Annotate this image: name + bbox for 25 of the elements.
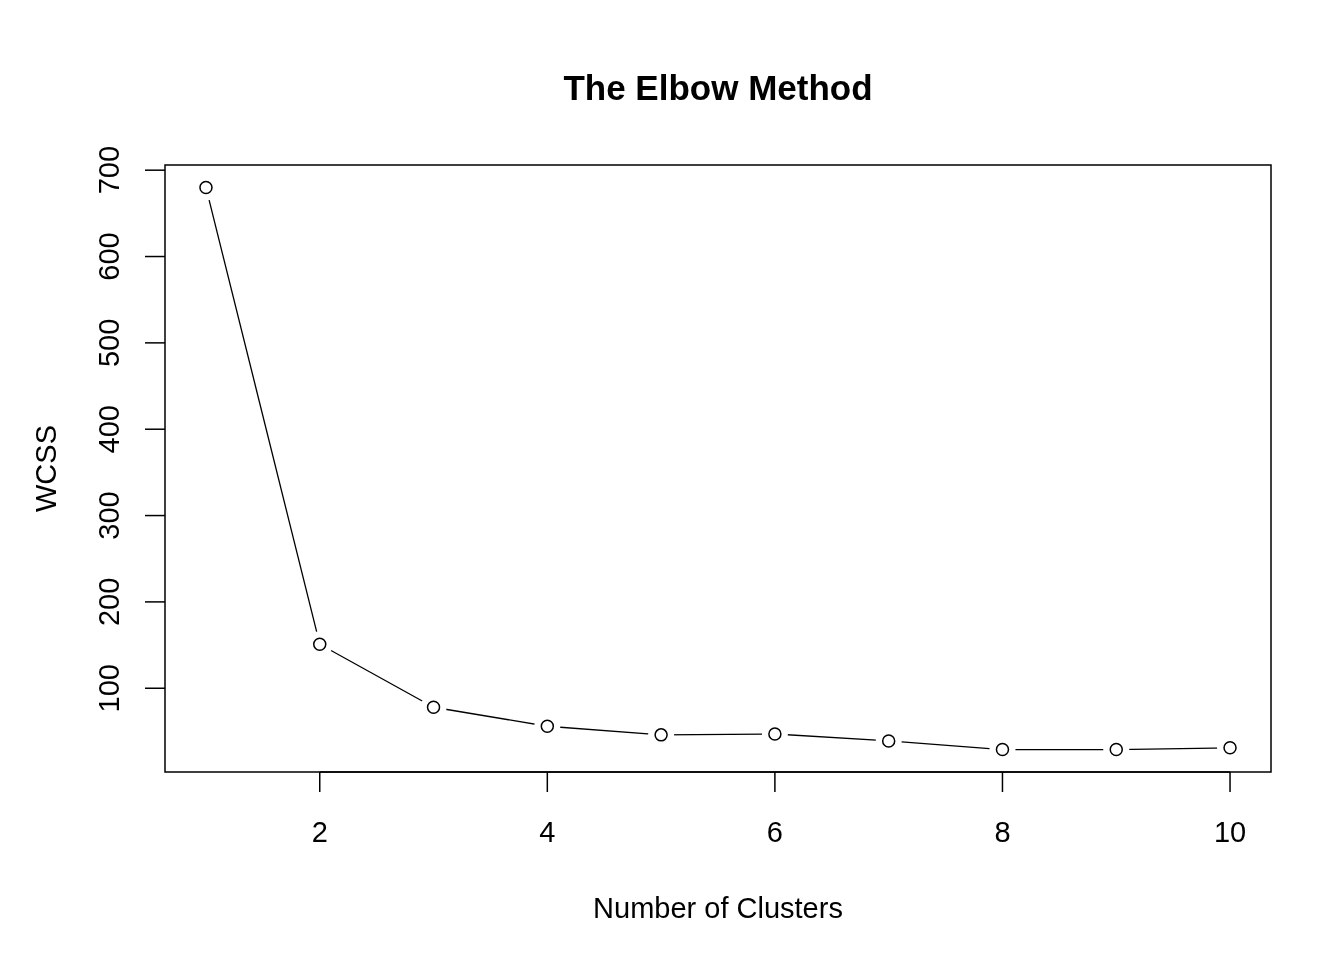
x-tick-label: 8 — [994, 816, 1011, 848]
chart-title: The Elbow Method — [563, 68, 873, 107]
y-tick-label: 700 — [93, 145, 125, 195]
y-axis-title: WCSS — [30, 425, 62, 512]
y-tick-label: 300 — [93, 491, 125, 540]
y-tick-label: 200 — [93, 577, 125, 627]
x-tick-label: 2 — [311, 816, 328, 848]
y-tick-label: 100 — [93, 664, 125, 713]
point — [995, 742, 1010, 757]
x-tick-label: 4 — [539, 816, 556, 848]
point — [1223, 741, 1237, 755]
x-tick-label: 6 — [766, 816, 783, 848]
y-tick-label: 500 — [93, 318, 125, 368]
y-tick-label: 400 — [93, 405, 125, 454]
point — [881, 734, 896, 748]
x-axis-title: Number of Clusters — [593, 892, 843, 924]
x-tick-label: 10 — [1213, 816, 1247, 848]
point — [199, 180, 213, 195]
point — [654, 728, 668, 742]
point — [426, 700, 441, 714]
point — [1109, 742, 1123, 757]
point — [540, 719, 555, 733]
y-tick-label: 600 — [93, 232, 125, 281]
point — [313, 637, 327, 651]
point — [768, 727, 782, 741]
